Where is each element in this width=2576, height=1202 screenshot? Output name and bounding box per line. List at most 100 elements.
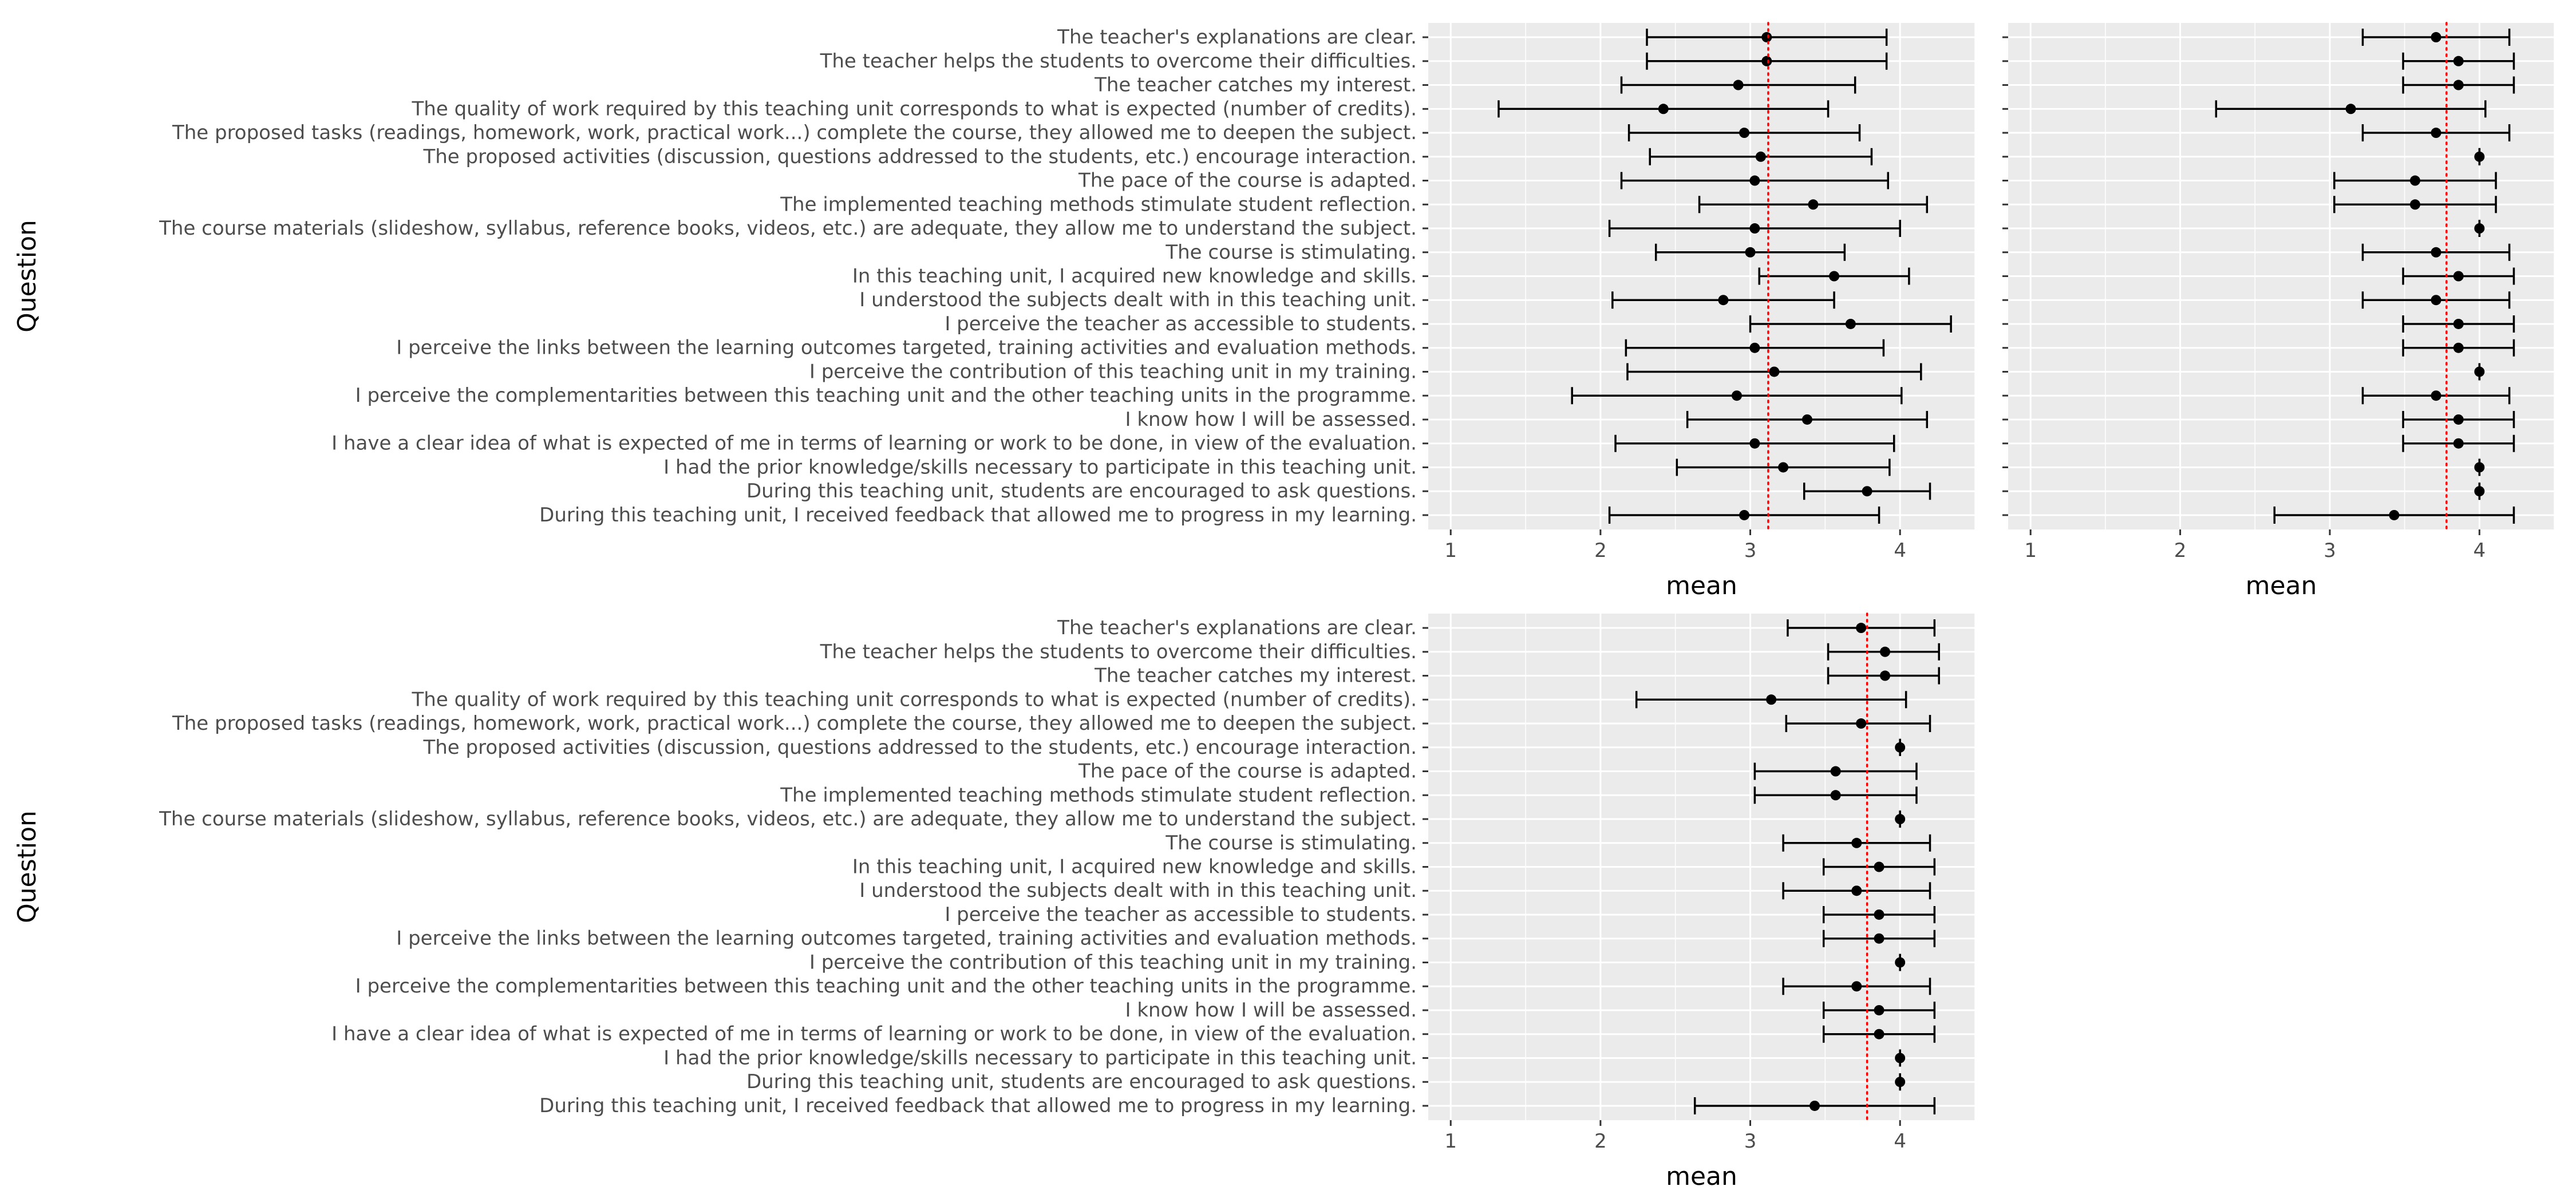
mean-point — [1895, 1077, 1906, 1088]
mean-point — [1874, 909, 1884, 920]
category-label: The implemented teaching methods stimula… — [780, 193, 1417, 216]
mean-point — [1845, 318, 1856, 329]
mean-point — [1749, 342, 1760, 353]
mean-point — [1851, 837, 1862, 848]
category-label: I perceive the contribution of this teac… — [809, 360, 1417, 383]
x-tick-label: 2 — [1594, 1130, 1607, 1153]
category-label: The teacher catches my interest. — [1094, 665, 1417, 687]
mean-point — [1874, 861, 1884, 872]
category-label: The teacher catches my interest. — [1094, 74, 1417, 97]
category-label: In this teaching unit, I acquired new kn… — [852, 265, 1417, 288]
x-axis-title: mean — [1666, 571, 1737, 600]
x-tick-label: 4 — [1894, 539, 1906, 562]
x-tick-label: 2 — [2174, 539, 2187, 562]
category-label: During this teaching unit, I received fe… — [539, 1094, 1417, 1117]
category-label: The pace of the course is adapted. — [1078, 169, 1417, 192]
x-tick-label: 4 — [1894, 1130, 1906, 1153]
y-axis-title: Question — [13, 810, 42, 923]
y-axis-title: Question — [13, 220, 42, 333]
mean-point — [1766, 694, 1777, 705]
mean-point — [1658, 104, 1669, 114]
mean-point — [2409, 175, 2420, 186]
x-tick-label: 1 — [1444, 539, 1457, 562]
category-label: I perceive the complementarities between… — [355, 384, 1417, 407]
category-label: During this teaching unit, students are … — [746, 1070, 1417, 1093]
mean-point — [2345, 104, 2356, 114]
category-label: I had the prior knowledge/skills necessa… — [663, 1046, 1417, 1069]
mean-point — [1769, 366, 1780, 377]
mean-point — [2453, 414, 2464, 425]
mean-point — [2453, 438, 2464, 449]
mean-point — [1749, 223, 1760, 234]
category-label: The teacher's explanations are clear. — [1057, 26, 1417, 49]
mean-point — [1895, 742, 1906, 753]
mean-point — [1862, 486, 1872, 497]
mean-point — [2389, 509, 2400, 520]
mean-point — [1749, 438, 1760, 449]
mean-point — [1731, 390, 1742, 401]
x-tick-label: 3 — [1744, 539, 1757, 562]
mean-point — [1761, 56, 1772, 66]
category-label: I perceive the teacher as accessible to … — [945, 903, 1417, 926]
category-label: The proposed activities (discussion, que… — [422, 145, 1417, 168]
category-label: The implemented teaching methods stimula… — [780, 784, 1417, 806]
category-label: I had the prior knowledge/skills necessa… — [663, 456, 1417, 479]
category-label: The pace of the course is adapted. — [1078, 760, 1417, 783]
mean-point — [2474, 462, 2485, 473]
category-label: The course materials (slideshow, syllabu… — [159, 217, 1417, 240]
x-tick-label: 3 — [2324, 539, 2336, 562]
x-axis-title: mean — [1666, 1162, 1737, 1191]
mean-point — [1749, 175, 1760, 186]
x-axis-title: mean — [2246, 571, 2317, 600]
category-label: I perceive the links between the learnin… — [396, 337, 1417, 359]
category-label: During this teaching unit, I received fe… — [539, 504, 1417, 527]
mean-point — [1851, 885, 1862, 896]
mean-point — [2453, 80, 2464, 90]
category-label: The course materials (slideshow, syllabu… — [159, 808, 1417, 831]
mean-point — [1856, 623, 1867, 634]
mean-point — [2431, 128, 2441, 139]
category-label: The proposed tasks (readings, homework, … — [172, 712, 1417, 735]
mean-point — [1895, 1053, 1906, 1063]
mean-point — [1739, 128, 1750, 139]
mean-point — [2453, 56, 2464, 66]
category-label: I have a clear idea of what is expected … — [331, 1023, 1417, 1046]
category-label: The quality of work required by this tea… — [412, 97, 1417, 120]
category-label: I understood the subjects dealt with in … — [859, 879, 1417, 902]
mean-point — [2474, 151, 2485, 162]
mean-point — [1830, 790, 1841, 801]
category-label: I know how I will be assessed. — [1125, 999, 1417, 1022]
mean-point — [2474, 366, 2485, 377]
mean-point — [2431, 247, 2441, 258]
category-label: During this teaching unit, students are … — [746, 480, 1417, 503]
mean-point — [1874, 1005, 1884, 1015]
mean-point — [1733, 80, 1744, 90]
category-label: The proposed tasks (readings, homework, … — [172, 121, 1417, 144]
mean-point — [1880, 670, 1891, 681]
mean-point — [1801, 414, 1812, 425]
mean-point — [1895, 957, 1906, 968]
mean-point — [1778, 462, 1789, 473]
mean-point — [2474, 223, 2485, 234]
category-label: I perceive the teacher as accessible to … — [945, 313, 1417, 335]
mean-point — [1808, 199, 1819, 210]
category-label: I have a clear idea of what is expected … — [331, 432, 1417, 455]
mean-point — [1718, 295, 1729, 306]
mean-point — [1895, 814, 1906, 825]
category-label: The proposed activities (discussion, que… — [422, 736, 1417, 759]
mean-point — [2431, 295, 2441, 306]
category-label: In this teaching unit, I acquired new kn… — [852, 856, 1417, 879]
mean-point — [1739, 509, 1750, 520]
mean-point — [1829, 271, 1840, 282]
category-label: The quality of work required by this tea… — [412, 688, 1417, 711]
x-tick-label: 1 — [1444, 1130, 1457, 1153]
category-label: I perceive the complementarities between… — [355, 975, 1417, 998]
x-tick-label: 2 — [1594, 539, 1607, 562]
mean-point — [1745, 247, 1756, 258]
mean-point — [1874, 933, 1884, 944]
mean-point — [1856, 718, 1867, 729]
mean-point — [1851, 981, 1862, 992]
category-label: I perceive the contribution of this teac… — [809, 951, 1417, 974]
mean-point — [1809, 1100, 1820, 1111]
